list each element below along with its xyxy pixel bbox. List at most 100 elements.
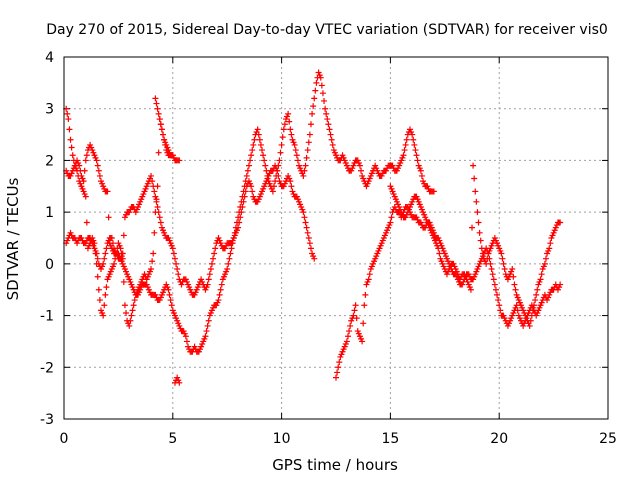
data-point	[351, 307, 358, 314]
data-point	[294, 157, 301, 164]
data-point	[75, 172, 82, 179]
data-point	[247, 157, 254, 164]
data-point	[418, 172, 425, 179]
data-point	[254, 126, 261, 133]
data-point	[118, 250, 125, 257]
data-point	[417, 167, 424, 174]
data-point	[96, 297, 103, 304]
data-point	[269, 188, 276, 195]
data-point	[161, 136, 168, 143]
data-point	[156, 116, 163, 123]
grid	[64, 57, 608, 419]
data-point	[108, 235, 115, 241]
data-point	[64, 110, 71, 117]
data-point	[327, 131, 334, 138]
data-point	[148, 266, 155, 273]
data-point	[478, 245, 485, 252]
data-point	[304, 229, 311, 236]
data-point	[278, 141, 285, 148]
data-point	[208, 260, 215, 267]
data-point	[366, 271, 373, 278]
data-point	[249, 147, 256, 154]
data-point	[257, 141, 264, 148]
data-point	[91, 240, 98, 247]
data-point	[69, 152, 76, 159]
x-axis-label: GPS time / hours	[272, 456, 398, 474]
data-point	[500, 260, 507, 267]
data-point	[361, 302, 368, 309]
data-point	[477, 237, 484, 244]
data-point	[151, 229, 158, 236]
data-point	[412, 147, 419, 154]
data-point	[307, 121, 314, 128]
plot-points	[63, 70, 564, 386]
data-point	[498, 250, 505, 257]
data-point	[387, 219, 394, 226]
data-point	[169, 245, 176, 252]
data-point	[154, 203, 161, 210]
data-point	[305, 235, 312, 241]
y-tick-label: -3	[40, 412, 54, 428]
data-point	[356, 162, 363, 169]
data-point	[495, 297, 502, 304]
data-point	[248, 183, 255, 190]
data-point	[270, 183, 277, 190]
data-point	[205, 317, 212, 324]
data-point	[512, 286, 519, 293]
data-point	[148, 172, 155, 179]
data-point	[430, 188, 437, 195]
data-point	[238, 209, 245, 216]
data-point	[251, 136, 258, 143]
data-point	[92, 250, 99, 257]
data-point	[479, 250, 486, 257]
data-point	[202, 333, 209, 340]
data-point	[104, 188, 111, 195]
data-point	[414, 157, 421, 164]
x-tick-label: 0	[60, 431, 69, 447]
data-point	[538, 271, 545, 278]
data-point	[82, 157, 89, 164]
data-point	[170, 250, 177, 257]
data-point	[288, 131, 295, 138]
data-point	[501, 266, 508, 273]
data-point	[183, 338, 190, 345]
data-point	[152, 95, 159, 102]
data-point	[103, 245, 110, 252]
data-point	[237, 214, 244, 221]
data-point	[260, 152, 267, 159]
data-point	[511, 281, 518, 288]
data-point	[307, 245, 314, 252]
data-point	[328, 136, 335, 143]
data-point	[435, 245, 442, 252]
data-point	[303, 224, 310, 231]
data-point	[319, 90, 326, 97]
data-point	[204, 322, 211, 329]
data-point	[291, 141, 298, 148]
data-point	[120, 232, 127, 239]
plot-frame	[63, 56, 609, 420]
data-point	[111, 260, 118, 267]
data-point	[101, 302, 108, 309]
data-point	[413, 152, 420, 159]
data-point	[360, 320, 367, 327]
y-tick-label: -1	[40, 309, 54, 325]
data-point	[216, 291, 223, 298]
data-point	[81, 167, 88, 174]
data-point	[474, 209, 481, 216]
data-point	[241, 193, 248, 200]
data-point	[279, 134, 286, 141]
data-point	[359, 338, 366, 345]
data-point	[347, 322, 354, 329]
data-point	[227, 250, 234, 257]
data-point	[313, 79, 320, 86]
data-point	[259, 147, 266, 154]
data-point	[358, 167, 365, 174]
data-point	[533, 291, 540, 298]
data-point	[542, 255, 549, 262]
data-point	[240, 198, 247, 205]
data-point	[173, 260, 180, 267]
data-point	[492, 286, 499, 293]
x-tick-label: 10	[273, 431, 291, 447]
data-point	[157, 121, 164, 128]
